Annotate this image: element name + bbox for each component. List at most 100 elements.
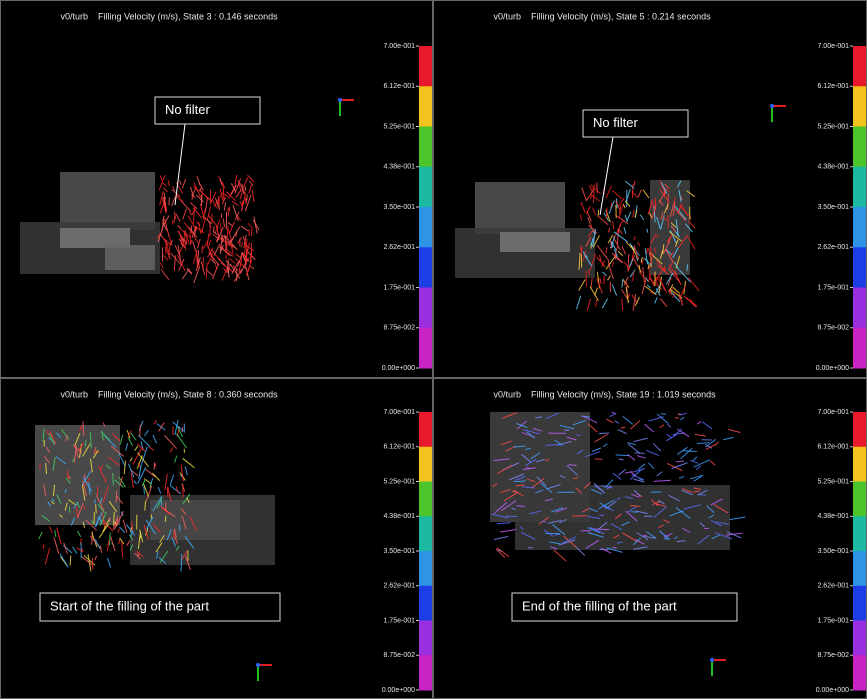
header: Filling Velocity (m/s), State 19 : 1.019… (531, 389, 716, 399)
colorbar-label: 8.75e-002 (383, 652, 415, 659)
velocity-vector (190, 232, 191, 245)
colorbar-label: 3.50e-001 (817, 204, 849, 211)
triad-origin (710, 658, 714, 662)
velocity-vector (651, 492, 662, 493)
colorbar-segment (419, 127, 432, 168)
colorbar-label: 5.25e-001 (817, 123, 849, 130)
colorbar-segment (419, 586, 432, 621)
geometry (500, 232, 570, 252)
geometry (150, 500, 240, 540)
colorbar-segment (853, 516, 866, 551)
colorbar-label: 3.50e-001 (383, 548, 415, 555)
colorbar-segment (853, 482, 866, 517)
colorbar-label: 4.38e-001 (383, 513, 415, 520)
visualization: v0/turbFilling Velocity (m/s), State 3 :… (0, 0, 867, 699)
colorbar-segment (419, 447, 432, 482)
velocity-vector (174, 531, 175, 538)
colorbar-label: 8.75e-002 (817, 325, 849, 332)
colorbar-label: 1.75e-001 (383, 284, 415, 291)
colorbar-label: 7.00e-001 (383, 43, 415, 50)
colorbar-segment (853, 447, 866, 482)
colorbar-segment (419, 655, 432, 690)
colorbar-segment (419, 621, 432, 656)
colorbar-segment (853, 46, 866, 87)
velocity-vector (593, 190, 594, 203)
geometry (105, 245, 155, 270)
triad-origin (256, 663, 260, 667)
velocity-vector (151, 515, 152, 519)
colorbar-segment (419, 288, 432, 329)
colorbar-segment (853, 288, 866, 329)
colorbar-segment (419, 167, 432, 208)
colorbar-label: 3.50e-001 (383, 204, 415, 211)
colorbar-segment (419, 247, 432, 288)
colorbar-segment (853, 412, 866, 447)
triad-origin (770, 104, 774, 108)
colorbar-label: 8.75e-002 (817, 652, 849, 659)
colorbar-label: 8.75e-002 (383, 325, 415, 332)
velocity-vector (96, 504, 97, 513)
colorbar-segment (853, 551, 866, 586)
velocity-vector (172, 220, 173, 224)
velocity-vector (598, 210, 599, 216)
colorbar-label: 7.00e-001 (817, 409, 849, 416)
annotation: Start of the filling of the part (50, 598, 209, 613)
colorbar-segment (853, 247, 866, 288)
model-label: v0/turb (493, 389, 521, 399)
velocity-vector (116, 491, 117, 503)
velocity-vector (70, 556, 71, 566)
velocity-vector (144, 486, 145, 494)
model-label: v0/turb (60, 11, 88, 21)
velocity-vector (635, 453, 645, 454)
velocity-vector (154, 463, 155, 470)
colorbar-label: 2.62e-001 (383, 244, 415, 251)
colorbar-label: 2.62e-001 (817, 583, 849, 590)
colorbar-segment (419, 328, 432, 369)
velocity-vector (613, 547, 617, 548)
velocity-vector (599, 433, 609, 434)
annotation: No filter (593, 115, 638, 130)
colorbar-label: 6.12e-001 (383, 444, 415, 451)
colorbar-segment (853, 127, 866, 168)
colorbar-segment (419, 46, 432, 87)
colorbar-segment (419, 86, 432, 127)
velocity-vector (606, 208, 607, 220)
colorbar-segment (419, 516, 432, 551)
colorbar-label: 1.75e-001 (817, 284, 849, 291)
colorbar-label: 2.62e-001 (383, 583, 415, 590)
header: Filling Velocity (m/s), State 5 : 0.214 … (531, 11, 711, 21)
velocity-vector (664, 539, 670, 540)
colorbar-label: 4.38e-001 (817, 164, 849, 171)
colorbar-segment (419, 482, 432, 517)
panel: v0/turbFilling Velocity (m/s), State 3 :… (1, 1, 433, 378)
triad-origin (338, 98, 342, 102)
colorbar-label: 4.38e-001 (817, 513, 849, 520)
velocity-vector (616, 455, 630, 456)
model-label: v0/turb (60, 389, 88, 399)
velocity-vector (568, 465, 576, 466)
colorbar-label: 1.75e-001 (817, 617, 849, 624)
colorbar-label: 5.25e-001 (383, 478, 415, 485)
geometry (650, 180, 690, 275)
velocity-vector (647, 248, 648, 254)
colorbar-label: 3.50e-001 (817, 548, 849, 555)
geometry (475, 182, 565, 234)
colorbar-label: 0.00e+000 (382, 365, 415, 372)
colorbar-label: 0.00e+000 (816, 365, 849, 372)
panel: v0/turbFilling Velocity (m/s), State 5 :… (434, 1, 867, 378)
colorbar-label: 0.00e+000 (382, 687, 415, 694)
header: Filling Velocity (m/s), State 8 : 0.360 … (98, 389, 278, 399)
velocity-vector (545, 445, 561, 446)
velocity-vector (595, 459, 603, 460)
panel: v0/turb Filling Velocity (m/s), State 8 :… (1, 379, 433, 699)
colorbar-label: 1.75e-001 (383, 617, 415, 624)
colorbar-segment (853, 167, 866, 208)
colorbar-label: 6.12e-001 (383, 83, 415, 90)
colorbar-segment (419, 551, 432, 586)
colorbar-label: 6.12e-001 (817, 444, 849, 451)
velocity-vector (572, 516, 587, 517)
colorbar-label: 5.25e-001 (383, 123, 415, 130)
colorbar-segment (853, 86, 866, 127)
colorbar-label: 6.12e-001 (817, 83, 849, 90)
colorbar-label: 0.00e+000 (816, 687, 849, 694)
